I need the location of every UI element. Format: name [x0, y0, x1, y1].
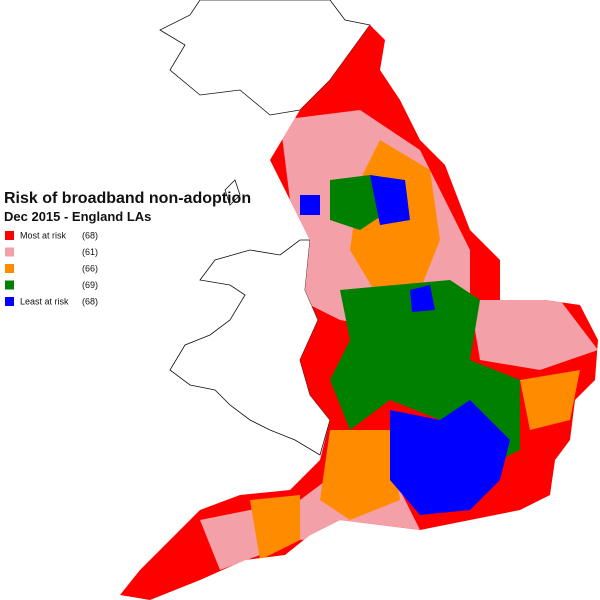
region-pink [470, 300, 598, 370]
legend-count: (61) [82, 247, 98, 257]
isle-outline [224, 179, 241, 206]
map-title: Risk of broadband non-adoption [4, 190, 251, 207]
region-blue [390, 400, 510, 515]
region-orange [250, 495, 300, 560]
legend-count: (68) [82, 296, 98, 306]
legend-count: (66) [82, 263, 98, 273]
england-regions [120, 25, 598, 600]
legend-swatch [5, 280, 14, 290]
legend-label: Least at risk [20, 296, 69, 306]
legend-swatch [5, 297, 14, 306]
scotland-outline [159, 0, 371, 116]
legend-swatch [5, 231, 14, 240]
legend: Most at risk (68) (61) (66) (69) Least at ris… [5, 230, 98, 306]
region-blue [410, 285, 435, 312]
legend-count: (68) [82, 230, 98, 240]
legend-swatch [5, 264, 14, 273]
legend-swatch [5, 247, 14, 257]
legend-label: Most at risk [20, 230, 67, 240]
region-blue [300, 195, 320, 215]
region-blue [370, 175, 410, 225]
map-subtitle: Dec 2015 - England LAs [4, 209, 151, 224]
legend-count: (69) [82, 280, 98, 290]
region-orange [320, 430, 400, 520]
region-orange [520, 370, 580, 430]
